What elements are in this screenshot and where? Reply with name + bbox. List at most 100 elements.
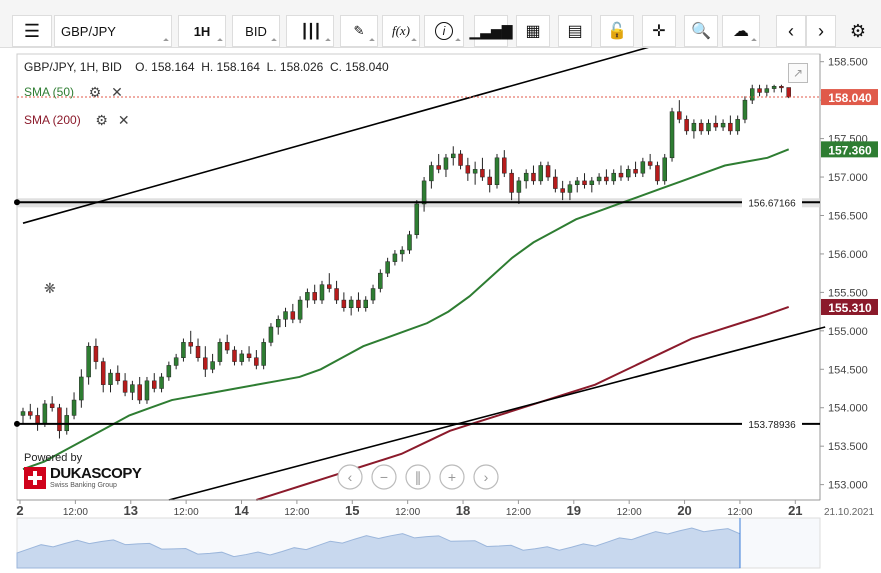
- expand-icon[interactable]: ↗: [788, 63, 808, 83]
- candle-body: [582, 180, 587, 185]
- candle-body: [334, 288, 339, 301]
- candle-body: [283, 311, 288, 320]
- candle-body: [596, 176, 602, 182]
- candle-body: [173, 357, 179, 366]
- next-button[interactable]: ›: [806, 15, 836, 47]
- calendar-button[interactable]: ▦: [516, 15, 550, 47]
- candle-body: [261, 342, 266, 366]
- sma50-settings-icon[interactable]: ⚙: [88, 84, 102, 100]
- candle-body: [487, 176, 492, 185]
- lock-button[interactable]: 🔓: [600, 15, 634, 47]
- side-select[interactable]: BID: [232, 15, 280, 47]
- symbol-select[interactable]: GBP/JPY: [54, 15, 172, 47]
- candle-body: [290, 311, 296, 320]
- candle-body: [108, 372, 113, 385]
- chart-type-button[interactable]: ┃┃┃: [286, 15, 334, 47]
- overview-strip[interactable]: [16, 517, 821, 569]
- logo-main-text: DUKASCOPY: [50, 465, 142, 482]
- candle-body: [319, 284, 325, 301]
- sma50-tag-bg: [821, 141, 878, 158]
- grid: [16, 53, 821, 501]
- zoom-navigator[interactable]: ‹ − ∥ + ›: [337, 464, 499, 490]
- bug-icon[interactable]: ❋: [44, 280, 56, 296]
- candle-body: [786, 87, 791, 98]
- x-tick-label: 12:00: [63, 507, 88, 518]
- candle-body: [407, 234, 412, 251]
- candle-body: [370, 288, 376, 301]
- x-tick-label: 12:00: [395, 507, 420, 518]
- candle-body: [494, 157, 500, 185]
- candle-body: [203, 357, 208, 370]
- sma50-path: [22, 148, 790, 471]
- function-button[interactable]: f(x): [382, 15, 420, 47]
- candle-body: [356, 299, 361, 309]
- candle-body: [297, 299, 303, 320]
- candle-body: [436, 165, 441, 170]
- zoom-icon: 🔍: [691, 23, 711, 40]
- x-tick-label: 21: [788, 503, 802, 518]
- menu-button[interactable]: ☰: [12, 15, 52, 47]
- candle-body: [130, 384, 135, 393]
- candle-body: [392, 253, 398, 262]
- plot-frame: [16, 53, 821, 501]
- y-tick-label: 157.000: [828, 172, 868, 184]
- y-tick-label: 156.000: [828, 249, 868, 261]
- zoom-in-icon-circle: [439, 464, 465, 490]
- x-tick-label: 2: [16, 503, 23, 518]
- sma200-close-icon[interactable]: ✕: [117, 112, 130, 128]
- candle-body: [728, 122, 733, 132]
- level-label-bg: [742, 417, 802, 430]
- zoom-button[interactable]: 🔍: [684, 15, 718, 47]
- draw-button[interactable]: ✎: [340, 15, 378, 47]
- sma50-close-icon[interactable]: ✕: [111, 84, 123, 100]
- candles-icon: ┃┃┃: [300, 22, 321, 39]
- x-tick-label: 12:00: [617, 507, 642, 518]
- trendline-lower: [168, 326, 826, 501]
- sma200-legend: SMA (200) ⚙ ✕: [24, 113, 131, 127]
- calendar-icon: ▦: [525, 23, 541, 40]
- candle-body: [79, 376, 84, 401]
- y-tick-label: 154.000: [828, 403, 868, 415]
- candle-body: [429, 165, 434, 182]
- fit-icon-circle: [405, 464, 431, 490]
- level-handle: [14, 420, 20, 427]
- sma200-settings-icon[interactable]: ⚙: [95, 112, 108, 128]
- crosshair-button[interactable]: ✛: [642, 15, 676, 47]
- settings-button[interactable]: ⚙: [842, 15, 874, 47]
- zoom-out-icon: −: [380, 469, 388, 485]
- candle-body: [691, 122, 697, 132]
- symbol-label: GBP/JPY: [61, 23, 116, 39]
- candle-body: [523, 172, 529, 182]
- candle-body: [647, 161, 653, 166]
- cloud-upload-icon: ☁: [733, 23, 749, 40]
- candle-body: [779, 86, 784, 89]
- candle-body: [531, 172, 536, 182]
- swiss-cross-icon: [24, 467, 46, 489]
- candle-body: [764, 88, 770, 93]
- bars-button[interactable]: ▁▃▅▇: [469, 15, 513, 47]
- report-button[interactable]: ▤: [558, 15, 592, 47]
- candle-body: [706, 122, 711, 132]
- candle-body: [633, 169, 638, 174]
- candle-body: [385, 261, 390, 274]
- x-tick-label: 20: [677, 503, 691, 518]
- period-select[interactable]: 1H: [178, 15, 226, 47]
- candle-body: [626, 169, 631, 178]
- candle-body: [341, 299, 347, 309]
- crosshair-icon: ✛: [652, 23, 666, 40]
- sma200-tag-label: 155.310: [828, 301, 872, 315]
- prev-button[interactable]: ‹: [776, 15, 806, 47]
- candle-body: [669, 111, 675, 159]
- x-tick-label: 19: [567, 503, 581, 518]
- candle-body: [451, 153, 456, 159]
- candle-body: [188, 342, 193, 347]
- overview-area: [16, 527, 741, 569]
- upload-button[interactable]: ☁: [722, 15, 760, 47]
- info-icon: i: [435, 22, 453, 40]
- drawn-lines[interactable]: 156.67166 153.78936: [14, 48, 826, 501]
- info-button[interactable]: i: [424, 15, 464, 47]
- candle-body: [618, 172, 624, 178]
- dukascopy-logo[interactable]: DUKASCOPY Swiss Banking Group: [24, 463, 142, 493]
- candle-body: [254, 357, 259, 366]
